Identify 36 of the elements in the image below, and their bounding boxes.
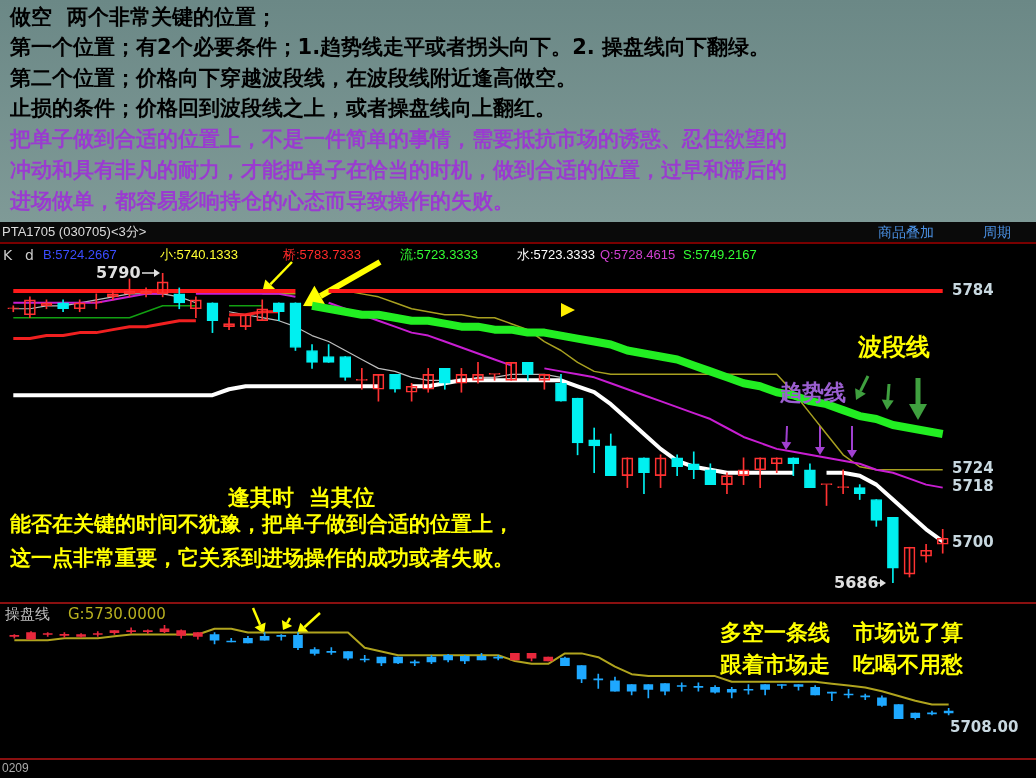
text: 流:5723.3333 [400, 247, 479, 263]
text: 第一个位置；有2个必要条件；1.趋势线走平或者拐头向下。2. 操盘线向下翻绿。 [10, 35, 771, 60]
candlestick [676, 682, 687, 692]
annotation: 5686 [834, 573, 879, 593]
annotation: 5790 [96, 263, 141, 283]
text: 商品叠加 [878, 224, 934, 241]
annotation: 这一点非常重要，它关系到进场操作的成功或者失败。 [10, 546, 514, 571]
text: S:5749.2167 [683, 247, 757, 263]
text: 进场做单，都容易影响持仓的心态而导致操作的失败。 [10, 189, 514, 214]
annotation: 能否在关键的时间不犹豫，把单子做到合适的位置上， [10, 512, 514, 537]
text: 把单子做到合适的位置上，不是一件简单的事情，需要抵抗市场的诱惑、忍住欲望的 [10, 127, 787, 152]
text: 5718 [952, 477, 994, 496]
annotation: 5708.00 [950, 718, 1019, 737]
annotation: 多空一条线 市场说了算 [720, 620, 963, 646]
text: 水:5723.3333 [517, 247, 596, 263]
text: Q:5728.4615 [600, 247, 676, 263]
text: 止损的条件；价格回到波段线之上，或者操盘线向上翻红。 [10, 96, 556, 121]
text: PTA1705 (030705)<3分> [2, 224, 147, 240]
text: 5784 [952, 281, 994, 300]
text: K [3, 247, 13, 264]
text: 周期 [983, 224, 1011, 241]
text: 第二个位置；价格向下穿越波段线，在波段线附近逢高做空。 [10, 66, 577, 91]
text: 桥:5783.7333 [283, 247, 362, 263]
text: 5724 [952, 459, 994, 478]
text: d [25, 247, 34, 264]
text: 0209 [2, 761, 29, 776]
annotation: 跟着市场走 吃喝不用愁 [720, 652, 963, 678]
text: B:5724.2667 [43, 247, 117, 263]
text: G:5730.0000 [68, 605, 166, 624]
text: 冲动和具有非凡的耐力，才能把单子在恰当的时机，做到合适的位置，过早和滞后的 [10, 158, 787, 183]
text: 小:5740.1333 [160, 247, 239, 263]
text: 5700 [952, 533, 994, 552]
annotation: 逢其时 当其位 [228, 485, 376, 511]
chart-title: 做空 两个非常关键的位置； [10, 5, 277, 30]
text: 操盘线 [5, 605, 50, 624]
annotation: 波段线 [858, 333, 930, 362]
